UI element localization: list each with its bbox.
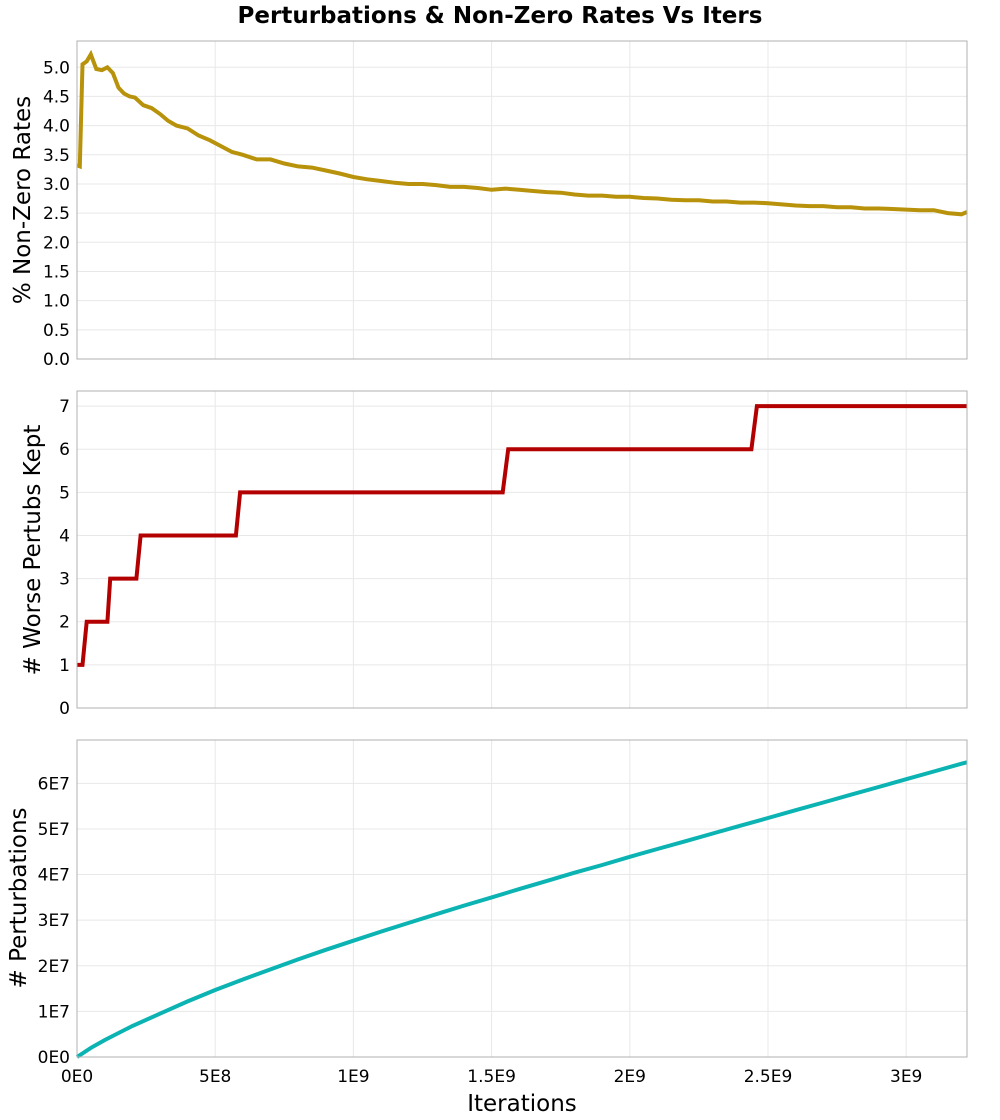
x-tick-label: 1E9 (337, 1067, 369, 1087)
y-tick-label: 3.5 (43, 146, 70, 166)
y-tick-label: 1.0 (43, 292, 70, 312)
y-tick-label: 4.5 (43, 87, 70, 107)
y-tick-label: 5E7 (38, 820, 70, 840)
y-tick-label: 3.0 (43, 175, 70, 195)
y-tick-label: 2.0 (43, 233, 70, 253)
series-line-worse (77, 404, 967, 667)
plot-frame-rates (76, 40, 968, 360)
y-tick-label: 2E7 (38, 957, 70, 977)
y-tick-label: 5.0 (43, 58, 70, 78)
x-tick-label: 1.5E9 (467, 1067, 516, 1087)
panel-worse: 0 1 2 3 4 5 6 7 # Worse Pertubs Kept (20, 390, 968, 719)
panel-perturbations: 0E0 1E7 2E7 3E7 4E7 5E7 6E7 # Perturbations 0E0 5… (6, 739, 968, 1087)
y-axis-title-perturbations: # Perturbations (6, 807, 32, 988)
y-tick-label: 0 (59, 699, 70, 719)
plot-frame-perturbations (76, 739, 968, 1058)
y-tick-label: 2.5 (43, 204, 70, 224)
y-tick-label: 3 (59, 570, 70, 590)
y-axis-title-rates: % Non-Zero Rates (10, 96, 36, 304)
plot-area-perturbations (77, 740, 967, 1057)
plot-area-worse (77, 391, 967, 708)
y-tick-label: 7 (59, 397, 70, 417)
x-tick-label: 5E8 (199, 1067, 231, 1087)
y-axis-title-worse: # Worse Pertubs Kept (20, 425, 46, 676)
plot-area-rates (77, 41, 967, 359)
x-tick-label: 0E0 (61, 1067, 93, 1087)
y-tick-label: 1E7 (38, 1002, 70, 1022)
y-tick-label: 6E7 (38, 774, 70, 794)
plot-frame-worse (76, 390, 968, 709)
y-tick-label: 0.0 (43, 350, 70, 370)
x-tick-label: 2E9 (614, 1067, 646, 1087)
x-tick-label: 3E9 (890, 1067, 922, 1087)
y-tick-label: 1.5 (43, 262, 70, 282)
y-tick-label: 1 (59, 656, 70, 676)
series-line-perturbations (75, 760, 968, 1059)
y-tick-label: 4E7 (38, 866, 70, 886)
x-tick-label: 2.5E9 (744, 1067, 793, 1087)
panel-rates: 0.0 0.5 1.0 1.5 2.0 2.5 3.0 3.5 4.0 4.5 5.0 % Non-Z… (10, 40, 968, 370)
y-tick-label: 2 (59, 613, 70, 633)
y-tick-label: 3E7 (38, 911, 70, 931)
y-tick-label: 0E0 (38, 1048, 70, 1068)
y-tick-label: 5 (59, 483, 70, 503)
y-tick-label: 6 (59, 440, 70, 460)
y-tick-label: 4.0 (43, 117, 70, 137)
y-tick-label: 0.5 (43, 321, 70, 341)
x-axis-title: Iterations (467, 1091, 577, 1117)
series-line-rates (76, 49, 968, 217)
y-tick-label: 4 (59, 526, 70, 546)
chart-title: Perturbations & Non-Zero Rates Vs Iters (238, 3, 763, 29)
